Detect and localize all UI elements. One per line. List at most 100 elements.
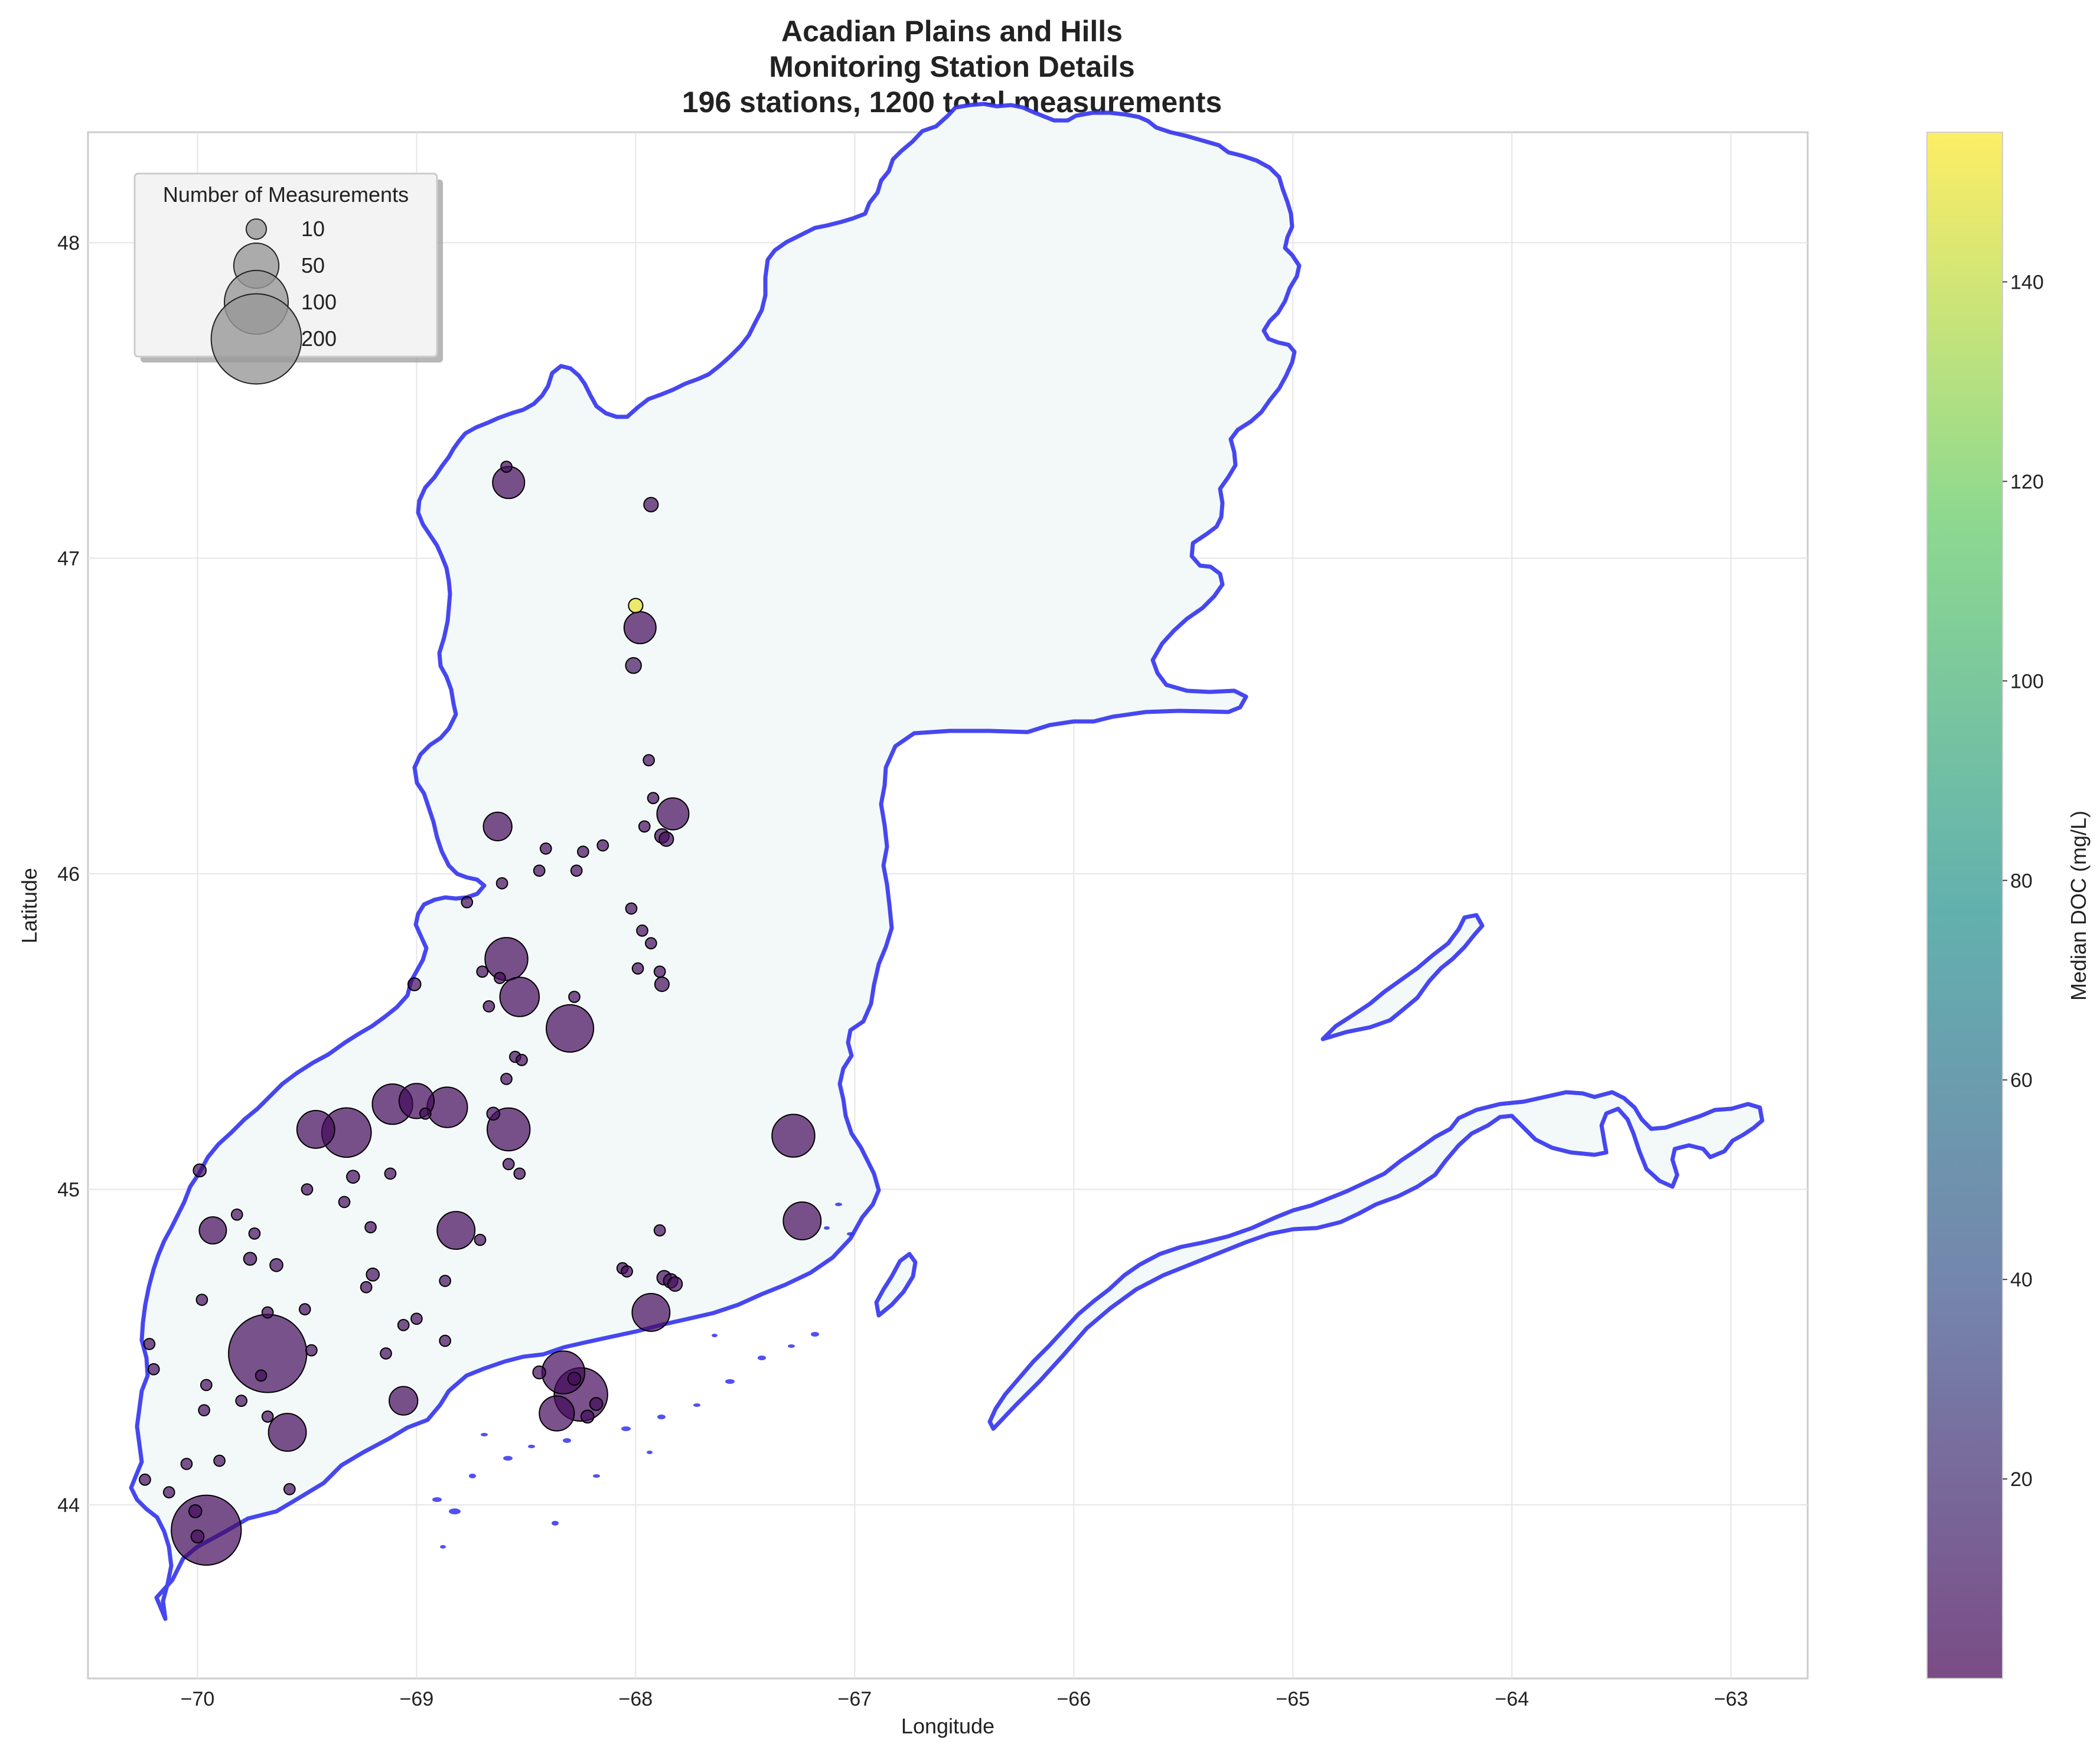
island	[758, 1356, 766, 1360]
station-marker	[190, 1529, 205, 1544]
station-marker	[200, 1379, 213, 1392]
station-marker	[645, 937, 657, 949]
station-marker	[643, 497, 659, 512]
station-marker	[533, 864, 546, 877]
y-tick-label: 45	[57, 1179, 80, 1201]
stations	[139, 461, 822, 1566]
legend-marker	[210, 293, 302, 385]
island	[824, 1226, 830, 1230]
station-marker	[580, 1409, 595, 1424]
x-tick-label: −67	[838, 1688, 872, 1710]
station-marker	[643, 754, 655, 766]
station-marker	[188, 1504, 203, 1518]
size-legend: Number of Measurements 10 50 100 200	[133, 172, 443, 385]
station-marker	[235, 1395, 248, 1407]
station-marker	[195, 1294, 208, 1306]
station-marker	[461, 896, 474, 909]
colorbar-tick-label: 140	[2010, 271, 2044, 293]
station-marker	[494, 972, 506, 984]
island	[788, 1344, 795, 1348]
colorbar-tick-label: 100	[2010, 670, 2044, 693]
station-marker	[499, 977, 540, 1017]
station-marker	[389, 1386, 419, 1416]
station-marker	[502, 1158, 515, 1171]
y-tick-label: 44	[57, 1494, 80, 1517]
station-marker	[628, 597, 644, 613]
island	[469, 1474, 476, 1478]
station-marker	[338, 1196, 351, 1209]
chart-title-line1: Acadian Plains and Hills	[781, 15, 1123, 48]
station-marker	[301, 1183, 314, 1196]
island	[449, 1508, 461, 1514]
x-tick-label: −69	[400, 1688, 434, 1710]
colorbar-tick-label: 40	[2010, 1269, 2033, 1291]
station-marker	[625, 902, 638, 915]
station-marker	[162, 1486, 175, 1499]
legend-label: 50	[301, 253, 325, 277]
region-island	[874, 1252, 918, 1318]
station-marker	[193, 1163, 207, 1178]
station-marker	[230, 1208, 243, 1221]
station-marker	[268, 1413, 307, 1452]
region-peninsula	[987, 1090, 1765, 1431]
station-marker	[283, 1482, 296, 1495]
colorbar-tick-label: 120	[2010, 471, 2044, 493]
region-outline	[129, 102, 1765, 1621]
station-marker	[419, 1107, 432, 1120]
island	[647, 1451, 653, 1454]
station-marker	[513, 1167, 526, 1180]
colorbar-ticks: 20 40 60 80 100 120 140	[2003, 271, 2044, 1491]
legend-title: Number of Measurements	[163, 182, 409, 207]
x-tick-label: −64	[1495, 1688, 1529, 1710]
station-marker	[198, 1216, 227, 1245]
island	[657, 1415, 666, 1419]
x-tick-label: −70	[181, 1688, 215, 1710]
island	[528, 1445, 535, 1448]
station-marker	[171, 1494, 242, 1566]
station-marker	[305, 1344, 318, 1357]
station-marker	[261, 1410, 274, 1423]
station-marker	[228, 1314, 308, 1393]
colorbar	[1926, 132, 2003, 1679]
island	[712, 1334, 718, 1337]
station-marker	[653, 1224, 666, 1237]
station-marker	[658, 831, 674, 847]
y-tick-label: 47	[57, 548, 80, 570]
island	[811, 1332, 819, 1337]
station-marker	[596, 839, 609, 852]
station-marker	[261, 1306, 274, 1319]
station-marker	[500, 461, 513, 473]
station-marker	[180, 1458, 193, 1470]
region-north-peninsula	[1320, 913, 1485, 1041]
legend-label: 10	[301, 217, 325, 241]
station-marker	[667, 1276, 683, 1292]
station-marker	[782, 1201, 822, 1240]
station-marker	[589, 1397, 604, 1411]
station-marker	[654, 977, 670, 992]
legend-label: 200	[301, 326, 337, 351]
island	[552, 1521, 559, 1526]
station-marker	[255, 1369, 268, 1382]
station-marker	[516, 1054, 528, 1066]
station-marker	[621, 1265, 633, 1278]
station-marker	[500, 1073, 513, 1085]
legend-marker	[245, 218, 268, 240]
station-marker	[380, 1347, 392, 1360]
island	[440, 1545, 446, 1549]
station-marker	[495, 877, 508, 890]
station-marker	[410, 1312, 423, 1325]
colorbar-tick-label: 20	[2010, 1468, 2033, 1491]
colorbar-tick-label: 80	[2010, 870, 2033, 892]
station-marker	[541, 1350, 586, 1395]
station-marker	[577, 845, 589, 858]
station-marker	[407, 977, 422, 991]
station-marker	[366, 1268, 380, 1282]
island	[693, 1403, 700, 1407]
station-marker	[636, 924, 648, 937]
island	[563, 1438, 571, 1443]
x-tick-label: −66	[1056, 1688, 1091, 1710]
station-marker	[539, 1395, 575, 1432]
x-tick-label: −65	[1276, 1688, 1310, 1710]
x-axis-label: Longitude	[901, 1714, 994, 1738]
station-marker	[476, 965, 489, 978]
